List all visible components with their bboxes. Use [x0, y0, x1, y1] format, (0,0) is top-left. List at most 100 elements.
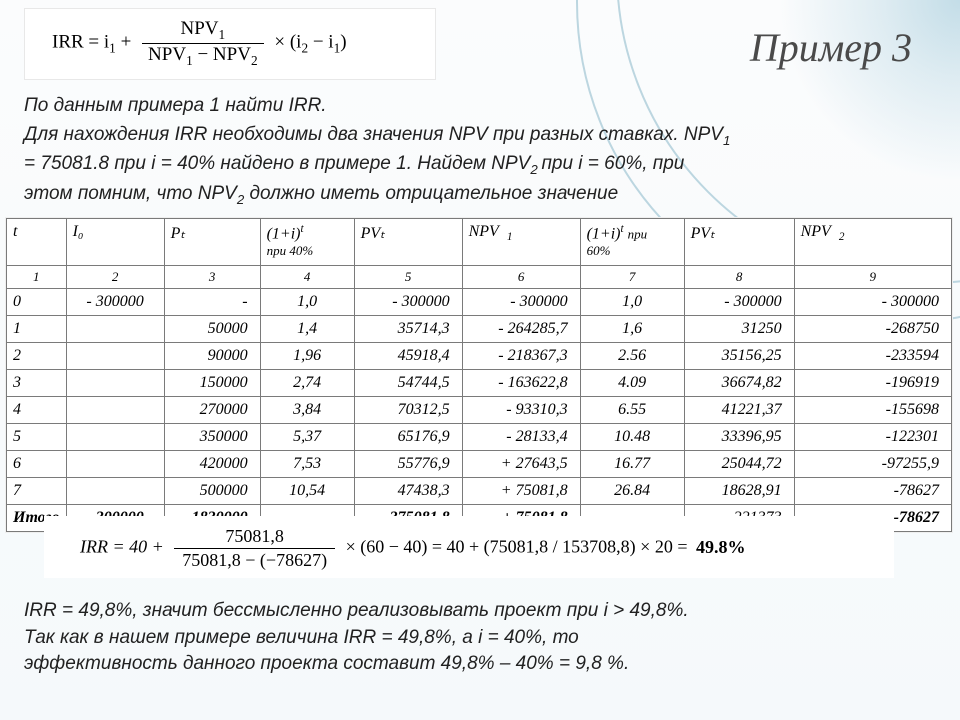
cell-pv2: - 300000	[684, 289, 794, 316]
cell-npv1: + 27643,5	[462, 451, 580, 478]
cell-npv1: - 28133,4	[462, 424, 580, 451]
intro-l4: этом помним, что NPV	[24, 183, 237, 204]
intro-l5: должно иметь отрицательное значение	[250, 183, 619, 204]
cell-npv1: - 163622,8	[462, 370, 580, 397]
cell-npv1: - 93310,3	[462, 397, 580, 424]
formula-irr-definition: IRR = i1 + NPV1NPV1 − NPV2 × (i2 − i1)	[52, 18, 347, 69]
conc-l3: эффективность данного проекта составит 4…	[24, 653, 629, 674]
conclusion-text: IRR = 49,8%, значит бессмысленно реализо…	[24, 598, 924, 678]
cell-i0	[66, 451, 164, 478]
cell-npv1: - 264285,7	[462, 316, 580, 343]
colnum-cell: 8	[684, 266, 794, 289]
cell-t: 7	[7, 478, 67, 505]
cell-pv1: 47438,3	[354, 478, 462, 505]
npv-table: t I₀ Pₜ (1+i)tпри 40% PVₜ NPV 1 (1+i)t п…	[6, 218, 952, 532]
table-row: 0- 300000-1,0- 300000- 3000001,0- 300000…	[7, 289, 952, 316]
cell-npv1: - 218367,3	[462, 343, 580, 370]
cell-pv1: 45918,4	[354, 343, 462, 370]
colnum-cell: 9	[794, 266, 951, 289]
h-pv2: PVₜ	[684, 219, 794, 266]
h-pt: Pₜ	[164, 219, 260, 266]
cell-pt: 420000	[164, 451, 260, 478]
h-t: t	[7, 219, 67, 266]
conc-l2: Так как в нашем примере величина IRR = 4…	[24, 627, 579, 648]
cell-f40: 1,0	[260, 289, 354, 316]
irr-result: 49.8%	[696, 537, 746, 557]
f-frac: NPV1NPV1 − NPV2	[142, 18, 264, 69]
intro-l2: Для нахождения IRR необходимы два значен…	[24, 124, 723, 145]
cell-f60: 10.48	[580, 424, 684, 451]
cell-npv2: -122301	[794, 424, 951, 451]
cell-i0	[66, 478, 164, 505]
cell-pt: 270000	[164, 397, 260, 424]
table-row: 2900001,9645918,4- 218367,32.5635156,25-…	[7, 343, 952, 370]
cell-t: 0	[7, 289, 67, 316]
cell-pt: -	[164, 289, 260, 316]
cell-f60: 2.56	[580, 343, 684, 370]
cell-pv2: 36674,82	[684, 370, 794, 397]
cell-f60: 6.55	[580, 397, 684, 424]
cell-pt: 150000	[164, 370, 260, 397]
cell-f40: 5,37	[260, 424, 354, 451]
cell-npv1: - 300000	[462, 289, 580, 316]
f-lhs: IRR = i	[52, 32, 109, 53]
intro-l1: По данным примера 1 найти IRR.	[24, 95, 327, 116]
h-npv2: NPV 2	[794, 219, 951, 266]
cell-f40: 10,54	[260, 478, 354, 505]
cell-npv2: -78627	[794, 478, 951, 505]
cell-pt: 90000	[164, 343, 260, 370]
cell-pt: 350000	[164, 424, 260, 451]
cell-pv2: 33396,95	[684, 424, 794, 451]
conc-l1: IRR = 49,8%, значит бессмысленно реализо…	[24, 600, 689, 621]
cell-f40: 2,74	[260, 370, 354, 397]
cell-pv1: 54744,5	[354, 370, 462, 397]
cell-pv2: 35156,25	[684, 343, 794, 370]
colnum-cell: 5	[354, 266, 462, 289]
h-pv1: PVₜ	[354, 219, 462, 266]
cell-i0	[66, 370, 164, 397]
cell-npv2: - 300000	[794, 289, 951, 316]
table-row: 7 50000010,5447438,3+ 75081,826.8418628,9…	[7, 478, 952, 505]
cell-i0: - 300000	[66, 289, 164, 316]
npv-table-container: t I₀ Pₜ (1+i)tпри 40% PVₜ NPV 1 (1+i)t п…	[6, 218, 952, 532]
cell-f60: 26.84	[580, 478, 684, 505]
h-i0: I₀	[66, 219, 164, 266]
colnum-cell: 1	[7, 266, 67, 289]
cell-pt: 500000	[164, 478, 260, 505]
colnum-cell: 7	[580, 266, 684, 289]
cell-npv1: + 75081,8	[462, 478, 580, 505]
cell-pv2: 41221,37	[684, 397, 794, 424]
slide-title: Пример 3	[750, 24, 912, 71]
h-f60: (1+i)t при60%	[580, 219, 684, 266]
cell-f40: 7,53	[260, 451, 354, 478]
cell-npv2: -97255,9	[794, 451, 951, 478]
cell-f60: 4.09	[580, 370, 684, 397]
cell-npv2: -196919	[794, 370, 951, 397]
table-header-row: t I₀ Pₜ (1+i)tпри 40% PVₜ NPV 1 (1+i)t п…	[7, 219, 952, 266]
cell-t: 5	[7, 424, 67, 451]
h-f40: (1+i)tпри 40%	[260, 219, 354, 266]
table-row: 3 1500002,7454744,5- 163622,84.0936674,82…	[7, 370, 952, 397]
cell-pv1: 65176,9	[354, 424, 462, 451]
cell-i0	[66, 424, 164, 451]
cell-t: 1	[7, 316, 67, 343]
intro-text: По данным примера 1 найти IRR. Для нахож…	[24, 92, 924, 210]
table-row: 64200007,5355776,9+ 27643,516.7725044,72…	[7, 451, 952, 478]
formula-irr-calc: IRR = 40 + 75081,875081,8 − (−78627) × (…	[80, 526, 745, 571]
table-colnums-row: 123456789	[7, 266, 952, 289]
cell-pv1: - 300000	[354, 289, 462, 316]
cell-pt: 50000	[164, 316, 260, 343]
cell-pv1: 70312,5	[354, 397, 462, 424]
colnum-cell: 4	[260, 266, 354, 289]
colnum-cell: 6	[462, 266, 580, 289]
cell-t: 2	[7, 343, 67, 370]
table-row: 5 3500005,3765176,9- 28133,410.4833396,95…	[7, 424, 952, 451]
cell-pv2: 18628,91	[684, 478, 794, 505]
cell-f60: 1,6	[580, 316, 684, 343]
intro-l3: = 75081.8 при i = 40% найдено в примере …	[24, 153, 530, 174]
cell-i0	[66, 316, 164, 343]
cell-npv2: -268750	[794, 316, 951, 343]
cell-t: 3	[7, 370, 67, 397]
cell-npv2: -155698	[794, 397, 951, 424]
cell-npv2: -233594	[794, 343, 951, 370]
